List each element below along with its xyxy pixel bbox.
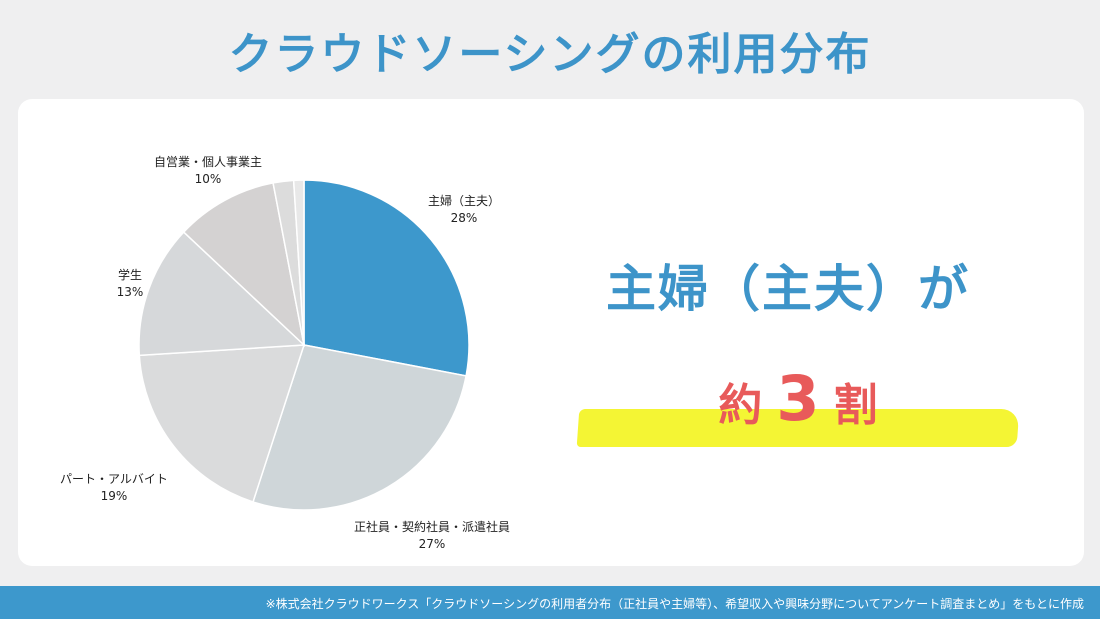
slice-label-value: 13%: [116, 285, 144, 299]
pie-slice: [138, 230, 306, 357]
slice-label-name: 主婦（主夫）: [427, 194, 501, 208]
emphasis-suffix: 割: [833, 380, 878, 431]
pie-slice: [303, 179, 470, 377]
footer-bar: ※株式会社クラウドワークス「クラウドソーシングの利用者分布（正社員や主婦等）、希…: [0, 586, 1100, 619]
slice-label-value: 28%: [450, 211, 478, 225]
emphasis-number: 3: [776, 362, 820, 435]
slice-label-name: パート・アルバイト: [60, 472, 168, 486]
slice-label-name: 自営業・個人事業主: [153, 155, 263, 169]
pie-slice: [138, 344, 306, 503]
slice-label: パート・アルバイト 19%: [60, 471, 168, 505]
source-note: ※株式会社クラウドワークス「クラウドソーシングの利用者分布（正社員や主婦等）、希…: [265, 597, 1084, 611]
slice-label: 自営業・個人事業主 10%: [154, 154, 262, 188]
slice-label: 学生 13%: [117, 267, 144, 301]
pie-slice: [252, 344, 467, 511]
pie-slice: [182, 182, 306, 348]
pie-chart: [138, 179, 470, 511]
slice-label: 主婦（主夫） 28%: [428, 193, 500, 227]
slice-label-value: 10%: [194, 172, 222, 186]
slice-label-value: 19%: [100, 489, 128, 503]
slice-label-name: 正社員・契約社員・派遣社員: [353, 520, 511, 534]
slice-label: 正社員・契約社員・派遣社員 27%: [354, 519, 510, 553]
emphasis-prefix: 約: [718, 380, 763, 431]
callout-headline: 主婦（主夫）が: [606, 260, 970, 318]
slice-label-value: 27%: [418, 537, 446, 551]
slice-label-name: 学生: [117, 268, 143, 282]
chart-card: 主婦（主夫） 28% 正社員・契約社員・派遣社員 27% パート・アルバイト 19% 学生 1…: [18, 99, 1084, 566]
pie-slice: [292, 179, 305, 346]
page-title: クラウドソーシングの利用分布: [228, 29, 872, 80]
